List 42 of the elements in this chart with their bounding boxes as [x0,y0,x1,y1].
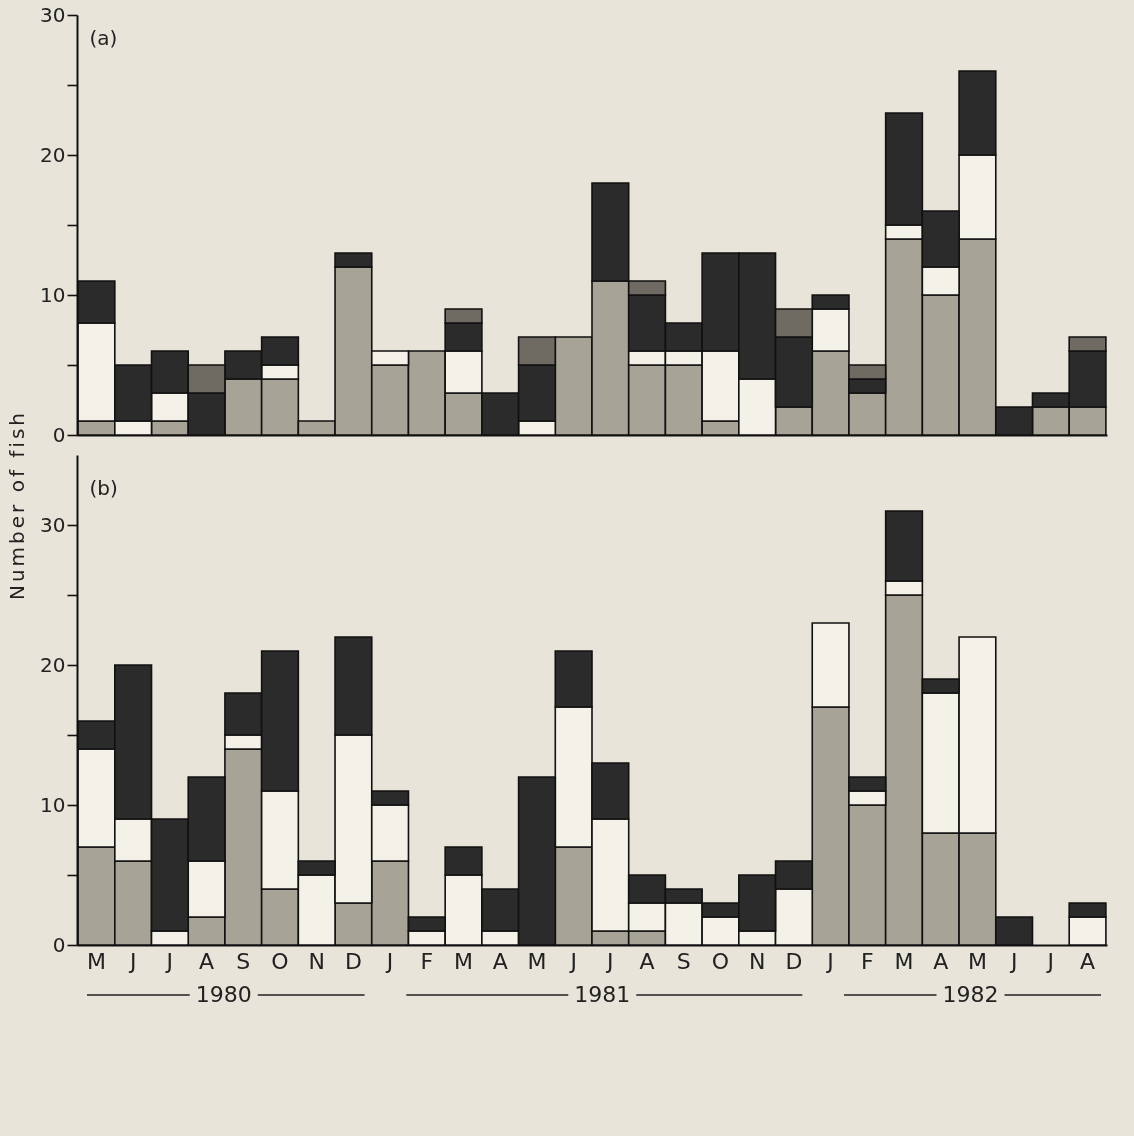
x-tick-label: J [127,948,137,974]
y-tick-label: 10 [40,282,66,307]
y-tick-label: 20 [40,652,66,677]
x-tick-label: S [236,948,251,974]
x-tick-label: O [711,948,730,974]
x-tick-label: F [420,948,434,974]
x-tick-label: M [527,948,547,974]
x-tick-label: D [344,948,362,974]
x-tick-label: J [164,948,174,974]
x-tick-label: M [454,948,474,974]
x-tick-label: A [492,948,508,974]
x-tick-label: D [785,948,803,974]
y-tick-label: 30 [40,2,66,27]
x-tick-label: J [384,948,394,974]
x-tick-label: A [199,948,215,974]
x-tick-label: J [1045,948,1055,974]
x-tick-label: J [1008,948,1018,974]
x-tick-label: N [308,948,325,974]
y-tick-label: 0 [52,932,66,957]
x-tick-label: S [676,948,691,974]
x-tick-label: M [967,948,987,974]
x-tick-label: A [1080,948,1096,974]
y-axis-title: Number of fish [5,410,29,601]
x-tick-label: J [568,948,577,974]
x-tick-label: J [825,948,834,974]
x-tick-label: M [894,948,914,974]
text: 1982 [942,982,999,1007]
x-tick-label: J [605,948,614,974]
x-tick-label: A [933,948,949,974]
text: 1980 [195,982,252,1007]
y-tick-label: 0 [52,422,66,447]
y-tick-label: 20 [40,142,66,167]
text: (a) [89,26,118,50]
x-tick-label: O [271,948,289,974]
y-tick-label: 30 [40,512,66,537]
y-tick-label: 10 [40,792,66,817]
x-tick-label: M [86,948,106,974]
text: (b) [89,476,118,500]
x-tick-label: F [860,948,874,974]
x-tick-label: N [748,948,766,974]
text: 1981 [574,982,631,1007]
x-tick-label: A [639,948,655,974]
